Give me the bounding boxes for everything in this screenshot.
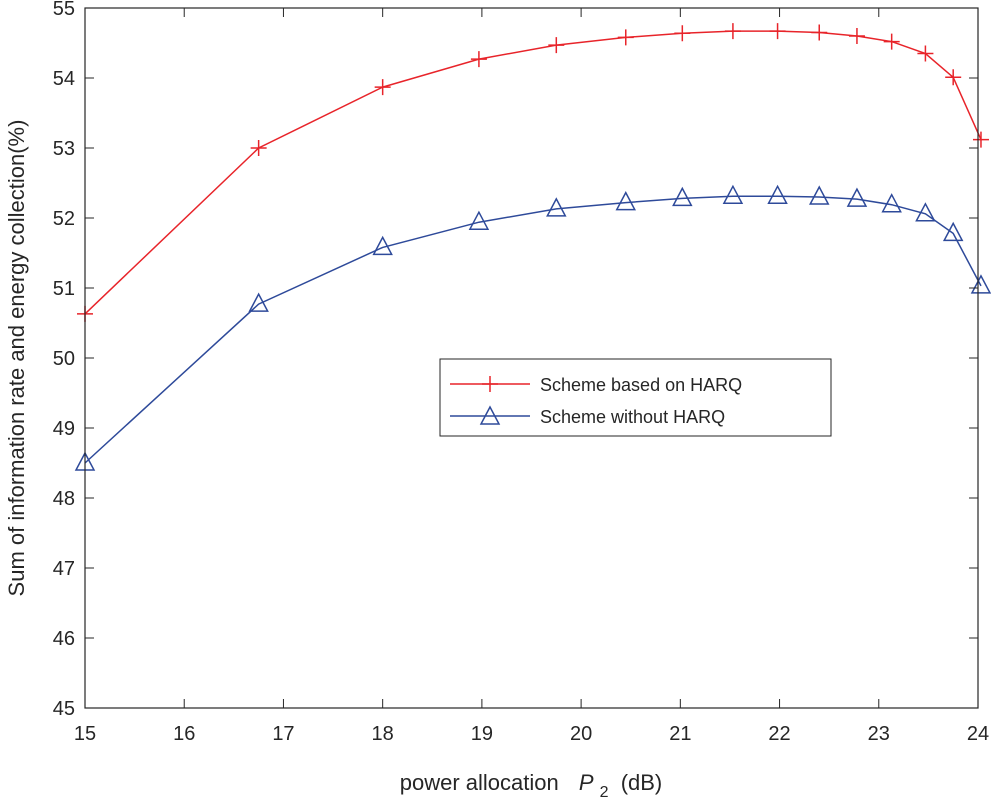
x-tick-label: 22 [768, 723, 790, 745]
data-point-harq [548, 37, 565, 54]
data-point-harq [617, 29, 634, 46]
data-point-no-harq [767, 184, 788, 205]
y-tick-label: 48 [53, 488, 75, 510]
x-axis-title-suffix: (dB) [621, 770, 663, 795]
y-tick-label: 53 [53, 138, 75, 160]
data-point-harq [470, 51, 487, 68]
legend-box [439, 358, 832, 437]
legend: Scheme based on HARQ Scheme without HARQ [439, 358, 832, 437]
data-point-harq [250, 140, 267, 156]
data-point-no-harq [672, 186, 693, 207]
data-point-no-harq [970, 274, 991, 294]
data-point-harq [769, 23, 786, 40]
data-point-harq [848, 28, 865, 44]
data-point-harq [883, 33, 900, 50]
data-point-no-harq [881, 193, 902, 213]
data-point-harq [811, 24, 828, 41]
y-axis-title: Sum of information rate and energy colle… [4, 120, 29, 597]
y-axis: 45 46 47 48 49 50 51 52 53 54 55 [53, 0, 978, 720]
y-tick-label: 47 [53, 558, 75, 580]
x-tick-label: 20 [570, 723, 592, 745]
plot-area [85, 8, 978, 708]
legend-label-harq: Scheme based on HARQ [540, 375, 742, 395]
legend-label-no-harq: Scheme without HARQ [540, 407, 725, 427]
data-point-no-harq [915, 202, 936, 222]
y-tick-label: 55 [53, 0, 75, 20]
data-point-harq [917, 45, 934, 62]
x-axis-title: power allocation P 2 (dB) [400, 770, 663, 802]
legend-marker-harq [482, 376, 498, 392]
x-tick-label: 24 [967, 723, 989, 745]
data-point-no-harq [846, 187, 868, 207]
data-point-no-harq [808, 185, 830, 205]
y-tick-label: 52 [53, 208, 75, 230]
y-tick-label: 49 [53, 418, 75, 440]
data-point-no-harq [248, 292, 269, 312]
x-tick-label: 15 [74, 723, 96, 745]
series-layer [74, 23, 991, 471]
series-line-no-harq [84, 195, 982, 464]
data-point-no-harq [722, 184, 744, 205]
x-axis-title-symbol: P [579, 770, 594, 795]
data-point-harq [945, 69, 962, 86]
x-tick-label: 17 [272, 723, 294, 745]
data-point-no-harq [372, 235, 393, 256]
data-point-no-harq [942, 221, 964, 242]
y-tick-label: 54 [53, 68, 75, 90]
x-tick-label: 19 [471, 723, 493, 745]
y-tick-label: 51 [53, 278, 75, 300]
x-axis-title-subscript: 2 [600, 784, 609, 801]
data-point-no-harq [468, 210, 490, 230]
y-tick-label: 50 [53, 348, 75, 370]
legend-marker-no-harq [479, 405, 501, 425]
y-tick-label: 45 [53, 698, 75, 720]
data-point-harq [724, 23, 741, 40]
data-point-harq [374, 79, 391, 96]
data-point-harq [972, 131, 989, 148]
x-tick-label: 21 [669, 723, 691, 745]
y-tick-label: 46 [53, 628, 75, 650]
x-axis: 15 16 17 18 19 20 21 22 23 24 [74, 8, 989, 745]
x-tick-label: 16 [173, 723, 195, 745]
x-axis-title-prefix: power allocation [400, 770, 559, 795]
x-tick-label: 23 [868, 723, 890, 745]
data-point-no-harq [546, 197, 567, 217]
x-tick-label: 18 [372, 723, 394, 745]
data-point-harq [674, 25, 691, 42]
data-point-no-harq [615, 190, 637, 211]
